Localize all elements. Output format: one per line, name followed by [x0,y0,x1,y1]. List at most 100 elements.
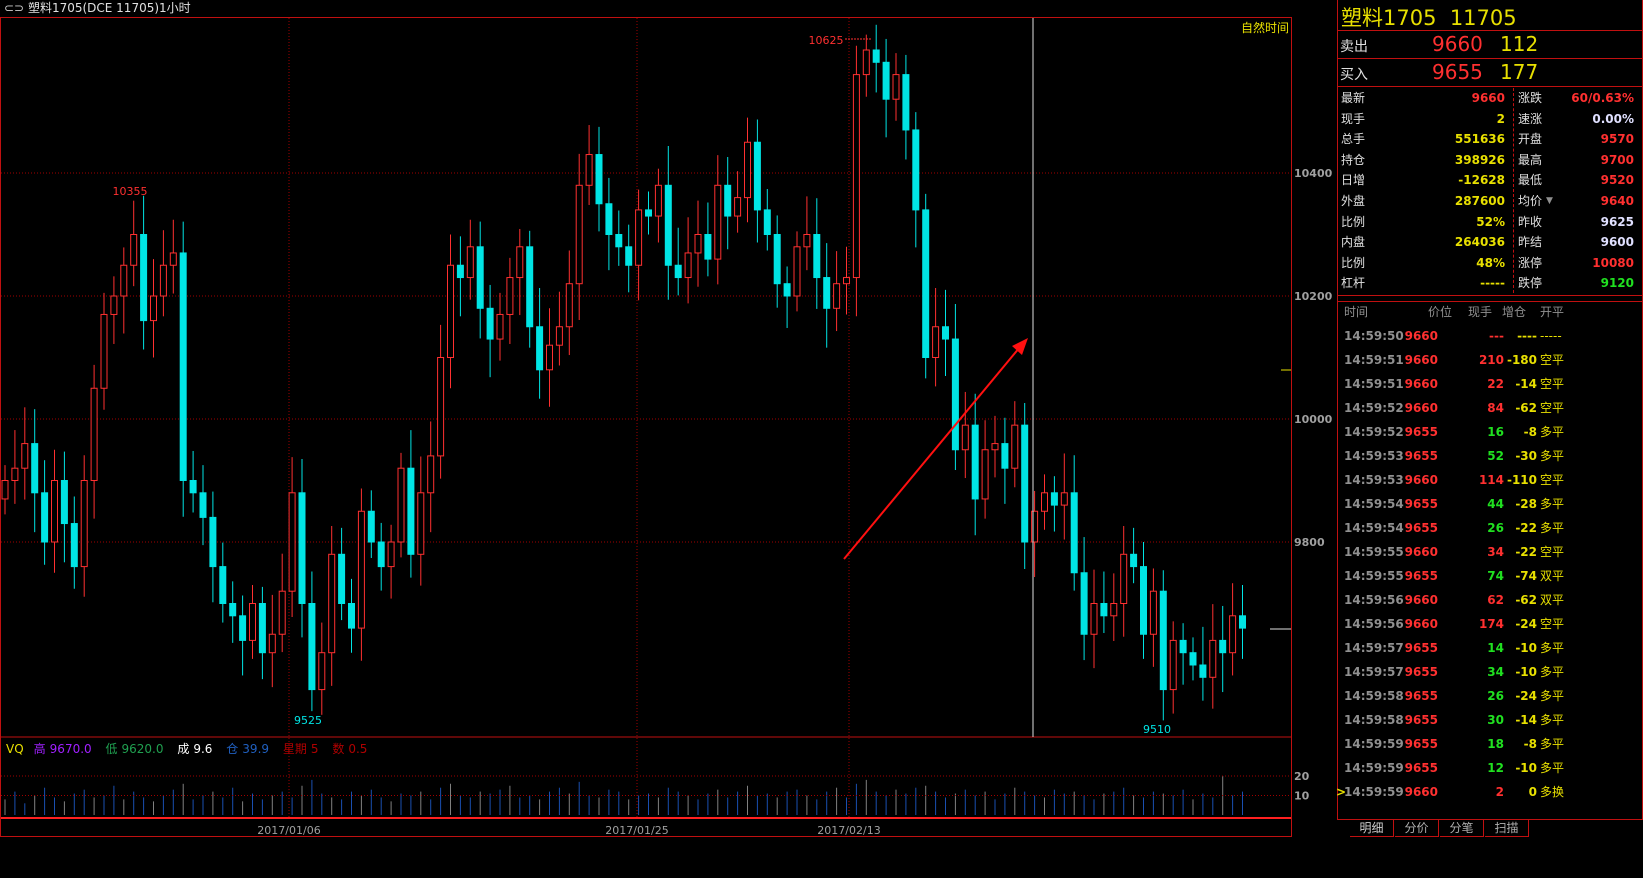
tick-time: 14:59:56 [1344,617,1404,631]
candle-body [714,184,722,260]
time-mode-label[interactable]: 自然时间 [1240,21,1289,35]
column-header: 开平 [1540,305,1565,319]
candle-body [199,492,207,518]
candle-body [51,480,58,543]
candle-body [813,234,821,279]
candlestick-chart[interactable]: 10400 10200 10000 9800 2017/01/06 2017/01/25 2… [0,0,1336,878]
candle-body [219,566,227,604]
tick-price: 9655 [1404,737,1438,751]
tick-time: 14:59:58 [1344,689,1404,703]
tab-1[interactable]: 分价 [1395,820,1439,837]
stat-value: 9520 [1600,173,1634,188]
candle-body [1169,639,1177,691]
tab-0[interactable]: 明细 [1350,820,1394,837]
tick-row[interactable]: 14:59:51 9660 210 -180 空平 [1338,348,1642,372]
candle-body [1060,492,1068,506]
tick-row[interactable]: 14:59:58 9655 30 -14 多平 [1338,708,1642,732]
candle-body [486,307,494,340]
column-header: 价位 [1428,305,1453,319]
tick-row[interactable]: 14:59:57 9655 14 -10 多平 [1338,636,1642,660]
tick-row[interactable]: 14:59:55 9655 74 -74 双平 [1338,564,1642,588]
stat-value: 60/0.63% [1571,91,1634,105]
tick-row[interactable]: 14:59:56 9660 174 -24 空平 [1338,612,1642,636]
tick-open-close: 多平 [1540,761,1565,775]
tab-2[interactable]: 分笔 [1440,820,1484,837]
stat-value: -12628 [1458,173,1505,188]
candle-body [1159,590,1167,691]
tick-price: 9660 [1404,545,1438,559]
stat-row: 内盘 264036 昨结 9600 [1338,232,1642,253]
candle-body [882,61,890,100]
candle-body [1070,492,1078,574]
candle-body [615,234,623,248]
tick-row[interactable]: 14:59:52 9660 84 -62 空平 [1338,396,1642,420]
candle-body [377,541,385,568]
candle-body [1140,566,1147,635]
tick-row[interactable]: 14:59:59 9655 12 -10 多平 [1338,756,1642,780]
candle-body [1239,615,1246,629]
tick-price: 9655 [1404,761,1438,775]
tick-oi-change: -62 [1515,593,1537,607]
tick-row[interactable]: 14:59:58 9655 26 -24 多平 [1338,684,1642,708]
tick-row[interactable]: 14:59:56 9660 62 -62 双平 [1338,588,1642,612]
tick-time: 14:59:59 [1344,785,1404,799]
tick-row[interactable]: 14:59:59 9655 18 -8 多平 [1338,732,1642,756]
window-title: ⊂⊃ 塑料1705(DCE 11705)1小时 [4,1,191,15]
candle-body [1110,603,1118,617]
tick-price: 9655 [1404,569,1438,583]
stat-label: 比例 [1341,214,1366,229]
candle-body [1179,639,1187,654]
candle-body [536,326,544,371]
candle-body [80,480,88,568]
candle-body [1100,603,1108,617]
tick-row[interactable]: >14:59:59 9660 2 0 多换 [1336,780,1642,804]
candle-body [645,209,652,217]
tick-price: 9660 [1404,329,1438,343]
dropdown-arrow-icon[interactable]: ▼ [1546,196,1553,206]
tick-row[interactable]: 14:59:54 9655 44 -28 多平 [1338,492,1642,516]
stat-label: 昨结 [1518,235,1543,250]
tick-row[interactable]: 14:59:53 9660 114 -110 空平 [1338,468,1642,492]
tick-row[interactable]: 14:59:51 9660 22 -14 空平 [1338,372,1642,396]
candle-body [526,246,534,328]
candle-body [773,234,781,285]
stat-row: 总手 551636 开盘 9570 [1338,129,1642,150]
stat-value: 9600 [1600,235,1634,250]
tick-price: 9655 [1404,449,1438,463]
candle-body [1209,639,1217,678]
tick-volume: --- [1489,329,1504,343]
stat-label: 持仓 [1341,152,1366,167]
stat-label[interactable]: 均价 [1518,194,1543,208]
tick-row[interactable]: 14:59:57 9655 34 -10 多平 [1338,660,1642,684]
tick-volume: 22 [1487,377,1504,391]
vq-count-label: 数 [332,742,345,756]
tick-row[interactable]: 14:59:54 9655 26 -22 多平 [1338,516,1642,540]
tick-row[interactable]: 14:59:55 9660 34 -22 空平 [1338,540,1642,564]
tick-row[interactable]: 14:59:50 9660 --- ---- ----- [1338,324,1642,348]
tab-3[interactable]: 扫描 [1485,820,1529,837]
tick-open-close: 空平 [1540,545,1565,559]
ask-row: 卖出 9660 112 [1340,32,1640,57]
candle-body [496,313,504,340]
column-header: 增仓 [1502,305,1527,319]
tick-open-close: 空平 [1540,353,1565,367]
link-icon[interactable]: ⊂⊃ [4,1,28,15]
bid-price: 9655 [1432,60,1483,84]
tick-row[interactable]: 14:59:53 9655 52 -30 多平 [1338,444,1642,468]
tick-price: 9660 [1404,401,1438,415]
price-tick-label: 10000 [1294,413,1333,426]
tick-volume: 16 [1487,425,1504,439]
candle-body [159,264,167,297]
candle-body [407,467,415,555]
candle-body [476,246,484,309]
stat-label: 最高 [1518,152,1543,167]
candle-body [140,234,148,322]
candle-body [902,74,910,131]
contract-header: 塑料1705 11705 [1341,2,1517,32]
tick-open-close: 多平 [1540,641,1565,655]
tick-open-close: 空平 [1540,401,1565,415]
tick-time: 14:59:50 [1344,329,1404,343]
tick-row[interactable]: 14:59:52 9655 16 -8 多平 [1338,420,1642,444]
tick-volume: 84 [1487,401,1504,415]
tick-volume: 210 [1478,353,1504,367]
